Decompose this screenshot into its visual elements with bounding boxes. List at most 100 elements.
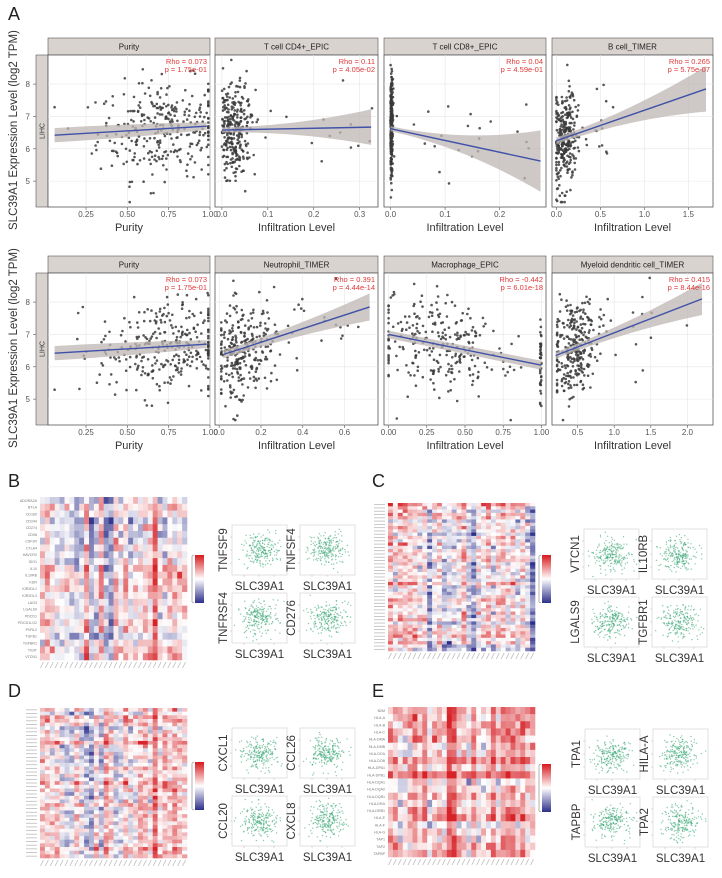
heatmap-cell: [397, 641, 403, 645]
heatmap-cell: [388, 572, 394, 576]
heatmap-cell: [147, 585, 153, 593]
heatmap-cell: [74, 564, 80, 573]
heatmap-cell: [456, 565, 462, 570]
heatmap-cell: [495, 588, 501, 593]
data-point: [485, 366, 489, 369]
data-point: [395, 354, 398, 358]
heatmap-cell: [108, 510, 114, 518]
heatmap-cell: [471, 552, 477, 556]
heatmap-cell: [481, 509, 487, 514]
data-point: [439, 365, 442, 369]
heatmap-cell: [182, 718, 188, 723]
heatmap-cell: [118, 537, 124, 545]
data-point: [157, 146, 161, 149]
heatmap-cell: [142, 632, 149, 640]
heatmap-cell: [157, 578, 163, 586]
heatmap-cell: [510, 644, 516, 649]
data-point: [519, 366, 523, 369]
heatmap-cell: [167, 653, 173, 661]
heatmap-cell: [118, 510, 124, 518]
data-point: [581, 387, 585, 391]
heatmap-cell: [40, 639, 46, 647]
heatmap-cell: [515, 601, 521, 606]
data-point: [142, 334, 145, 337]
data-point: [160, 72, 164, 76]
data-point: [559, 169, 562, 172]
data-point: [95, 148, 98, 152]
heatmap-cell: [456, 578, 462, 583]
data-point: [155, 149, 159, 153]
heatmap-cell: [446, 539, 452, 543]
heatmap-cell: [422, 568, 428, 573]
heatmap-cell: [505, 568, 511, 573]
heatmap-cell: [471, 637, 477, 642]
heatmap-cell: [510, 647, 516, 652]
data-point: [267, 317, 271, 320]
heatmap-cell: [54, 711, 60, 716]
data-point: [207, 336, 210, 340]
heatmap-cell: [495, 512, 501, 517]
heatmap-col-label-placeholder: [59, 661, 64, 669]
data-point: [225, 110, 229, 114]
data-point: [301, 297, 304, 301]
heatmap-cell: [471, 562, 477, 566]
heatmap-cell: [49, 726, 55, 731]
data-point: [577, 367, 581, 371]
heatmap-cell: [98, 592, 104, 600]
heatmap-cell: [93, 632, 100, 640]
data-point: [572, 98, 576, 102]
heatmap-cell: [466, 588, 472, 593]
data-point: [573, 124, 576, 127]
data-point: [248, 156, 251, 159]
heatmap-cell: [152, 503, 158, 511]
heatmap-cell: [505, 637, 511, 642]
heatmap-cell: [427, 637, 433, 642]
data-point: [240, 135, 243, 139]
data-point: [567, 79, 571, 83]
heatmap-cell: [427, 535, 433, 540]
data-point: [611, 105, 615, 109]
heatmap-cell: [147, 564, 153, 573]
heatmap-cell: [64, 646, 70, 654]
heatmap-col-label-placeholder: [397, 652, 402, 660]
data-point: [170, 324, 173, 327]
heatmap-cell: [510, 503, 516, 507]
data-point: [469, 316, 472, 320]
heatmap-cell: [162, 626, 168, 634]
heatmap-cell: [388, 542, 394, 547]
data-point: [387, 361, 390, 365]
data-point: [135, 368, 139, 371]
data-point: [575, 328, 578, 331]
data-point: [247, 371, 251, 374]
heatmap-cell: [392, 526, 399, 530]
heatmap-cell: [500, 604, 506, 609]
heatmap-cell: [167, 708, 173, 712]
heatmap-cell: [486, 552, 492, 556]
heatmap-cell: [103, 592, 109, 600]
data-point: [232, 417, 235, 421]
heatmap-cell: [69, 524, 75, 532]
heatmap-cell: [427, 575, 433, 579]
data-point: [558, 310, 562, 313]
heatmap-cell: [142, 544, 149, 552]
data-point: [223, 136, 226, 139]
heatmap-cell: [432, 552, 438, 556]
x-tick-label: 0.50: [120, 428, 136, 437]
data-point: [196, 351, 200, 355]
data-point: [247, 319, 250, 322]
data-point: [579, 365, 583, 369]
heatmap-cell: [59, 722, 65, 727]
heatmap-cell: [93, 503, 100, 511]
heatmap-cell: [397, 526, 403, 530]
heatmap-cell: [451, 591, 457, 596]
heatmap-cell: [481, 588, 487, 593]
heatmap-cell: [530, 591, 536, 596]
data-point: [220, 89, 224, 92]
data-point: [357, 325, 360, 329]
data-point: [150, 309, 153, 312]
heatmap-cell: [437, 611, 443, 616]
heatmap-cell: [520, 601, 526, 606]
data-point: [560, 298, 563, 302]
heatmap-cell: [177, 612, 183, 620]
